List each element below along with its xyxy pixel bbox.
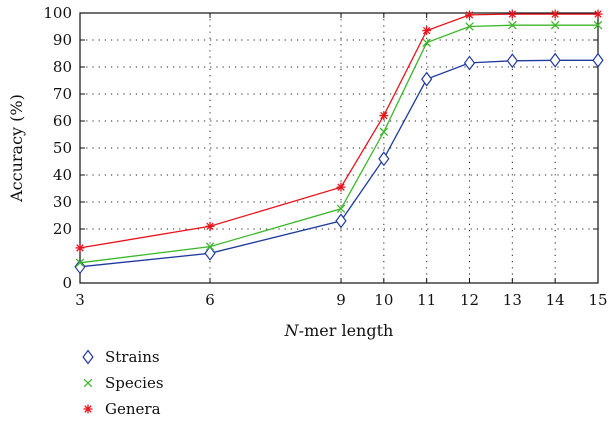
axis-ticks: 3 6 9 10 11 12 13 14 15 0 20 30 40 50 60 70 80 90 100 — [43, 4, 607, 309]
series-layer — [74, 9, 604, 275]
x-axis-label: N-mer length — [284, 321, 394, 340]
data-point-genera — [379, 111, 389, 121]
series-line-genera — [79, 13, 598, 249]
x-tick-label: 6 — [205, 291, 215, 309]
legend-marker-strains — [82, 349, 94, 365]
data-point-strains — [335, 213, 347, 229]
data-point-genera — [75, 243, 85, 253]
legend-label-species: Species — [105, 374, 164, 392]
legend-marker-species — [83, 378, 93, 388]
data-point-species — [205, 242, 215, 251]
data-point-strains — [592, 52, 604, 68]
data-point-strains — [378, 151, 390, 167]
data-point-species — [379, 127, 389, 137]
data-point-species — [593, 20, 603, 30]
legend-label-genera: Genera — [105, 400, 161, 418]
x-tick-label: 10 — [374, 291, 393, 309]
data-point-genera — [205, 221, 215, 231]
y-tick-label: 100 — [43, 4, 72, 22]
y-tick-label: 70 — [53, 85, 72, 103]
series-line-strains — [79, 59, 598, 268]
x-tick-label: 3 — [75, 291, 85, 309]
y-tick-label: 60 — [53, 112, 72, 130]
x-tick-label: 11 — [417, 291, 436, 309]
data-point-strains — [506, 53, 518, 69]
grid-lines — [80, 13, 598, 283]
data-point-strains — [421, 71, 433, 87]
y-axis-label: Accuracy (%) — [7, 94, 26, 203]
y-tick-label: 80 — [53, 58, 72, 76]
x-axis-label-rest: -mer length — [299, 321, 394, 340]
data-point-strains — [549, 52, 561, 68]
data-point-species — [465, 22, 474, 31]
data-point-strains — [204, 245, 216, 261]
x-axis-label-italic: N — [284, 321, 300, 340]
y-tick-label: 90 — [53, 31, 72, 49]
data-point-species — [508, 20, 517, 30]
y-tick-label: 0 — [62, 274, 72, 292]
data-point-strains — [463, 55, 476, 71]
data-point-species — [422, 38, 431, 47]
data-point-species — [336, 204, 346, 214]
y-tick-label: 40 — [53, 166, 72, 184]
x-tick-label: 13 — [503, 291, 522, 309]
y-tick-label: 30 — [53, 193, 72, 211]
legend-marker-genera — [83, 404, 93, 414]
y-tick-label: 50 — [53, 139, 72, 157]
data-point-genera — [465, 10, 474, 20]
data-point-species — [550, 20, 560, 30]
legend: Strains Species Genera — [82, 348, 164, 418]
legend-label-strains: Strains — [105, 348, 160, 366]
data-point-strains — [74, 259, 86, 275]
data-point-genera — [550, 9, 560, 19]
data-point-genera — [336, 182, 346, 192]
x-tick-label: 9 — [336, 291, 346, 309]
x-tick-label: 14 — [546, 291, 565, 309]
data-point-genera — [507, 9, 517, 19]
data-point-genera — [422, 26, 432, 36]
data-point-genera — [593, 9, 603, 19]
y-tick-label: 20 — [53, 220, 72, 238]
x-tick-label: 15 — [588, 291, 607, 309]
x-tick-label: 12 — [460, 291, 479, 309]
data-point-species — [75, 258, 85, 268]
